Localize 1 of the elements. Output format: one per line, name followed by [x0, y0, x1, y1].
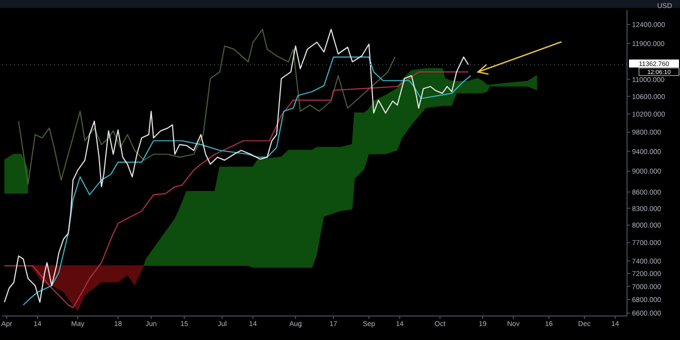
- line-series: [18, 28, 396, 185]
